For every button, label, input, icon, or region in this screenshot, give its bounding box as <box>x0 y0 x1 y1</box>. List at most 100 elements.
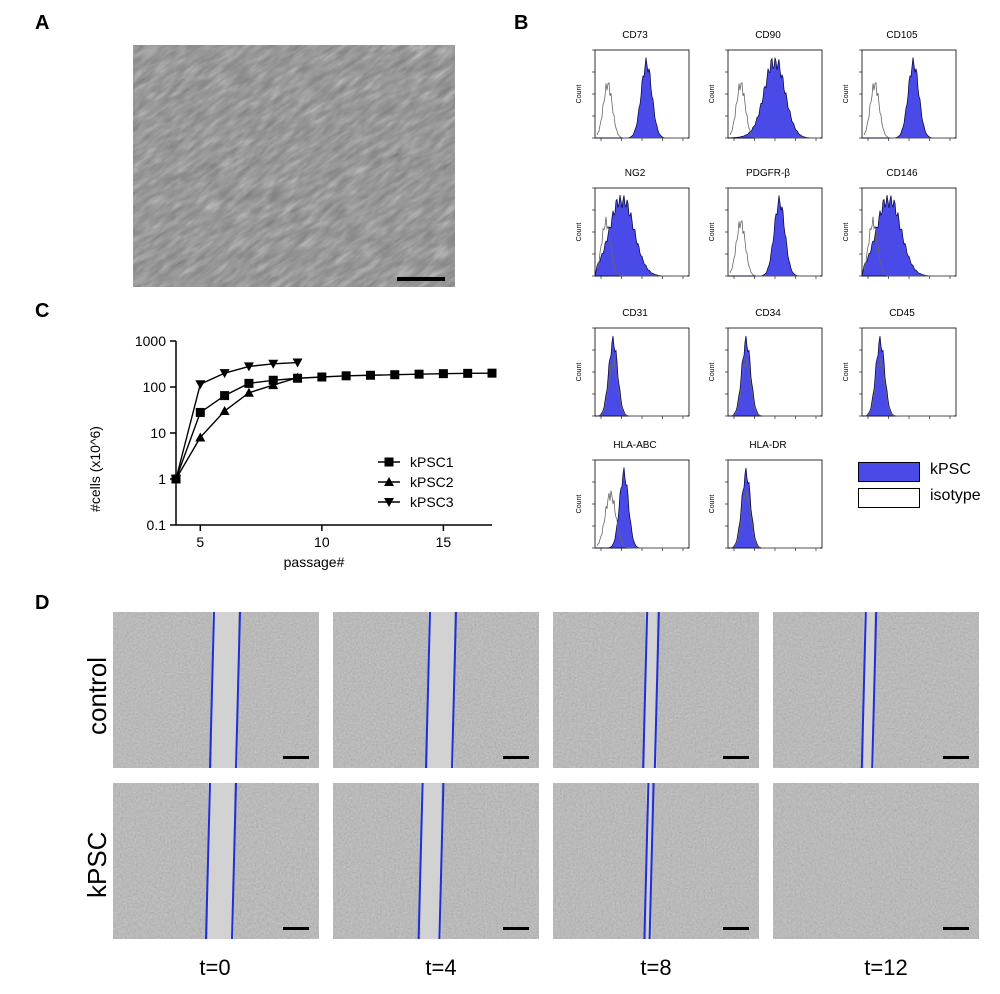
flow-histogram-ylabel: Count <box>843 363 850 382</box>
scale-bar <box>283 756 309 759</box>
flow-histogram-ylabel: Count <box>576 85 583 104</box>
flow-histogram-cd73: CD73 Count <box>573 30 697 166</box>
scratch-gap <box>645 612 657 768</box>
flow-histogram-title: CD90 <box>755 30 781 41</box>
y-tick-label: 1000 <box>135 333 166 349</box>
scratch-edge-right <box>231 783 237 939</box>
data-point <box>219 406 230 416</box>
scratch-edge-left <box>425 612 431 768</box>
x-tick-label: 10 <box>314 534 330 550</box>
kpsc-histogram-fill <box>594 335 689 417</box>
legend-marker <box>384 498 394 507</box>
data-point <box>317 372 327 382</box>
isotype-histogram-line <box>729 357 820 417</box>
time-label-4: t=4 <box>425 955 457 980</box>
panel-letter-a: A <box>35 12 50 34</box>
scratch-edge-left <box>205 783 211 939</box>
scratch-gap <box>208 783 234 939</box>
series-kpsc2: kPSC2 <box>171 372 454 490</box>
flow-histogram-hla-abc: HLA-ABC Count <box>573 440 697 576</box>
flow-histogram-plot: Count <box>576 187 690 279</box>
row-label-kpsc: kPSC <box>82 831 112 898</box>
flow-histogram-title: CD31 <box>622 308 648 319</box>
isotype-histogram-line <box>729 220 820 277</box>
isotype-histogram-line <box>596 490 687 549</box>
cell-micrograph <box>133 45 455 287</box>
scale-bar <box>723 756 749 759</box>
series-kpsc3: kPSC3 <box>171 358 454 510</box>
scratch-edge-left <box>643 783 650 939</box>
flow-histogram-ylabel: Count <box>843 223 850 242</box>
scratch-edge-left <box>642 612 649 768</box>
scale-bar <box>723 927 749 930</box>
flow-histogram-ylabel: Count <box>576 495 583 514</box>
kpsc-histogram-fill <box>727 335 822 417</box>
data-point <box>195 380 206 390</box>
data-point <box>268 359 279 369</box>
flow-histogram-cd45: CD45 Count <box>840 308 964 444</box>
scratch-edge-left <box>209 612 215 768</box>
scratch-edge-right <box>438 783 445 939</box>
scratch-image-control-2 <box>553 612 759 768</box>
flow-histogram-title: CD45 <box>889 308 915 319</box>
y-tick-label: 1 <box>158 471 166 487</box>
data-point <box>220 391 230 401</box>
x-tick-label: 15 <box>436 534 452 550</box>
flow-histogram-title: HLA-ABC <box>613 440 657 451</box>
row-label-control: control <box>82 656 112 735</box>
flow-histogram-title: NG2 <box>624 168 646 179</box>
flow-histogram-plot: Count <box>576 49 690 141</box>
scratch-image-control-3 <box>773 612 979 768</box>
y-tick-label: 100 <box>143 379 167 395</box>
flow-histogram-cd146: CD146 Count <box>840 168 964 304</box>
flow-histogram-ylabel: Count <box>576 223 583 242</box>
isotype-histogram-line <box>596 216 687 277</box>
legend-kpsc-label: kPSC <box>930 461 971 478</box>
data-point <box>195 407 205 417</box>
data-point <box>243 387 254 397</box>
scratch-image-kpsc-3 <box>773 783 979 939</box>
isotype-histogram-line <box>863 82 954 139</box>
flow-histogram-title: HLA-DR <box>749 440 787 451</box>
data-point <box>244 378 254 388</box>
series-line <box>175 361 298 480</box>
flow-histogram-plot: Count <box>843 327 957 419</box>
isotype-histogram-line <box>596 357 687 417</box>
legend-marker <box>384 457 394 467</box>
data-point <box>171 475 181 484</box>
scratch-edge-right <box>653 612 660 768</box>
kpsc-histogram-fill <box>595 467 689 549</box>
flow-histogram-ylabel: Count <box>709 495 716 514</box>
flow-histogram-plot: Count <box>709 459 823 551</box>
isotype-histogram-line <box>863 216 954 277</box>
isotype-histogram-line <box>729 489 820 549</box>
scale-bar <box>397 277 445 281</box>
kpsc-histogram-fill <box>595 57 689 139</box>
scale-bar <box>503 756 529 759</box>
scratch-edge-right <box>235 612 241 768</box>
scratch-edge-right <box>871 612 878 768</box>
flow-histogram-ng2: NG2 Count <box>573 168 697 304</box>
flow-histogram-plot: Count <box>576 327 690 419</box>
data-point <box>195 432 206 442</box>
time-label-12: t=12 <box>864 955 908 980</box>
scratch-image-kpsc-1 <box>333 783 539 939</box>
flow-histogram-plot: Count <box>843 49 957 141</box>
scratch-image-kpsc-2 <box>553 783 759 939</box>
panel-letter-b: B <box>514 12 529 34</box>
flow-histogram-cd90: CD90 Count <box>706 30 830 166</box>
scratch-image-control-1 <box>333 612 539 768</box>
flow-histogram-title: CD105 <box>886 30 918 41</box>
data-point <box>438 369 448 379</box>
flow-histogram-plot: Count <box>576 459 690 551</box>
flow-histogram-plot: Count <box>843 187 957 279</box>
legend-label: kPSC2 <box>410 474 454 490</box>
panel-letter-c: C <box>35 300 50 322</box>
kpsc-histogram-fill <box>861 335 956 417</box>
scratch-gap <box>420 783 442 939</box>
scale-bar <box>943 927 969 930</box>
x-axis-label: passage# <box>284 554 345 570</box>
isotype-histogram-line <box>863 357 954 417</box>
isotype-histogram-line <box>596 82 687 139</box>
legend-isotype-label: isotype <box>930 487 981 504</box>
